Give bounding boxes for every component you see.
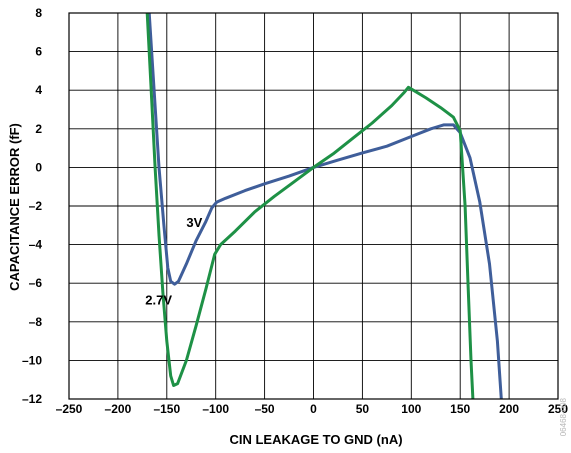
y-tick-label: –12 bbox=[22, 392, 42, 406]
plot-frame bbox=[68, 12, 559, 400]
x-tick-label: –50 bbox=[255, 402, 275, 416]
series-lines bbox=[145, 13, 503, 399]
y-tick-label: –8 bbox=[29, 315, 43, 329]
tick-labels: –250 –200 –150 –100 –50 0 50 100 150 200 250–12–10… bbox=[22, 6, 568, 416]
y-tick-label: 2 bbox=[35, 122, 42, 136]
series-label: 2.7V bbox=[145, 292, 172, 307]
y-tick-label: 0 bbox=[35, 160, 42, 174]
figure-id: 06468-008 bbox=[559, 397, 568, 436]
x-tick-label: 0 bbox=[310, 402, 317, 416]
x-tick-label: –100 bbox=[202, 402, 229, 416]
x-tick-label: 100 bbox=[401, 402, 421, 416]
series-labels: 3V 2.7V bbox=[145, 215, 202, 307]
y-axis-title: CAPACITANCE ERROR (fF) bbox=[7, 123, 22, 291]
x-tick-label: –250 bbox=[56, 402, 83, 416]
y-tick-label: –10 bbox=[22, 353, 42, 367]
y-tick-label: 4 bbox=[35, 83, 42, 97]
x-tick-label: 250 bbox=[548, 402, 568, 416]
x-tick-label: –150 bbox=[153, 402, 180, 416]
x-tick-label: 150 bbox=[450, 402, 470, 416]
x-tick-label: 50 bbox=[356, 402, 370, 416]
y-tick-label: 8 bbox=[35, 6, 42, 20]
series-label: 3V bbox=[186, 215, 202, 230]
y-tick-label: 6 bbox=[35, 45, 42, 59]
x-tick-label: 200 bbox=[499, 402, 519, 416]
grid bbox=[69, 13, 558, 399]
y-tick-label: –4 bbox=[29, 238, 43, 252]
x-axis-title: CIN LEAKAGE TO GND (nA) bbox=[229, 432, 402, 447]
y-tick-label: –6 bbox=[29, 276, 43, 290]
x-tick-label: –200 bbox=[105, 402, 132, 416]
series-line-2-7v bbox=[145, 13, 475, 399]
y-tick-label: –2 bbox=[29, 199, 43, 213]
